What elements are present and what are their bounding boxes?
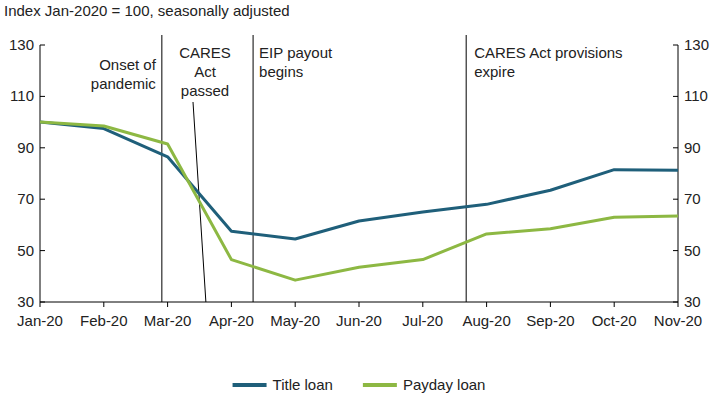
y-tick-label: 30 <box>17 293 34 310</box>
y-tick <box>40 96 45 97</box>
x-tick-label: Mar-20 <box>144 312 192 329</box>
y2-tick-label: 90 <box>684 139 701 156</box>
chart: Index Jan-2020 = 100, seasonally adjuste… <box>0 0 725 404</box>
y2-tick-label: 50 <box>684 242 701 259</box>
legend-label: Title loan <box>273 376 333 393</box>
x-tick <box>167 302 168 307</box>
x-tick <box>295 302 296 307</box>
annotation-text: EIP payout <box>259 44 333 61</box>
annotation-text: expire <box>474 63 515 80</box>
annotation-text: passed <box>181 82 229 99</box>
x-tick <box>40 302 41 307</box>
y2-tick-label: 70 <box>684 190 701 207</box>
series-line <box>40 122 678 280</box>
y2-tick <box>673 147 678 148</box>
y2-axis <box>678 45 679 302</box>
legend-swatch <box>233 383 267 387</box>
y-tick <box>40 199 45 200</box>
x-tick <box>486 302 487 307</box>
y-tick <box>40 302 45 303</box>
y2-tick-label: 30 <box>684 293 701 310</box>
x-tick <box>103 302 104 307</box>
legend-label: Payday loan <box>403 376 486 393</box>
y2-tick <box>673 250 678 251</box>
x-tick-label: Aug-20 <box>462 312 510 329</box>
annotation-text: Act <box>194 63 217 80</box>
x-tick-label: Oct-20 <box>592 312 637 329</box>
x-tick-label: Sep-20 <box>526 312 574 329</box>
x-tick-label: Jan-20 <box>17 312 63 329</box>
x-tick-label: May-20 <box>270 312 320 329</box>
y-tick-label: 130 <box>9 36 34 53</box>
y2-tick <box>673 96 678 97</box>
x-tick-label: Feb-20 <box>80 312 128 329</box>
x-tick <box>678 302 679 307</box>
y-tick-label: 50 <box>17 242 34 259</box>
y2-tick <box>673 45 678 46</box>
annotation-text: pandemic <box>91 75 157 92</box>
x-tick-label: Jun-20 <box>336 312 382 329</box>
y2-tick <box>673 302 678 303</box>
annotation-text: begins <box>259 63 303 80</box>
y-tick-label: 110 <box>10 87 34 104</box>
y2-tick <box>673 199 678 200</box>
annotation-line <box>466 35 467 302</box>
x-tick <box>231 302 232 307</box>
annotation-line <box>161 35 162 302</box>
y-tick <box>40 45 45 46</box>
x-tick-label: Jul-20 <box>402 312 443 329</box>
annotation-line <box>253 35 254 302</box>
x-tick-label: Apr-20 <box>209 312 254 329</box>
x-tick <box>614 302 615 307</box>
legend-swatch <box>363 383 397 387</box>
y-tick <box>40 250 45 251</box>
y-axis <box>40 45 41 302</box>
annotation-text: CARES Act provisions <box>474 44 622 61</box>
y-tick <box>40 147 45 148</box>
y-tick-label: 70 <box>17 190 34 207</box>
plot-area <box>40 122 678 280</box>
legend: Title loan Payday loan <box>233 376 486 393</box>
y2-tick-label: 110 <box>684 87 708 104</box>
annotation-text: CARES <box>179 44 231 61</box>
x-tick <box>359 302 360 307</box>
subtitle: Index Jan-2020 = 100, seasonally adjuste… <box>4 2 290 19</box>
x-tick <box>550 302 551 307</box>
annotation-text: Onset of <box>99 56 157 73</box>
x-tick <box>422 302 423 307</box>
y-tick-label: 90 <box>17 139 34 156</box>
y2-tick-label: 130 <box>684 36 709 53</box>
x-tick-label: Nov-20 <box>654 312 702 329</box>
